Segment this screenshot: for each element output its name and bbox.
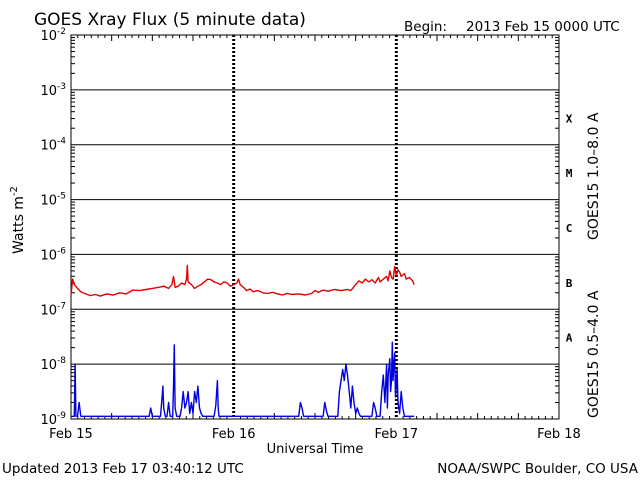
flare-class-labels: A B C M X [566, 112, 573, 344]
flare-class-label: B [566, 277, 573, 290]
long-channel-label: GOES15 1.0–8.0 A [586, 112, 602, 240]
y-tick-label: 10-6 [40, 246, 66, 263]
flare-class-label: X [566, 112, 573, 125]
y-axis-label: Watts m-2 [9, 186, 27, 254]
begin-label: Begin: [404, 19, 447, 35]
y-tick-labels: 10-9 10-8 10-7 10-6 10-5 10-4 10-3 10-2 [40, 27, 66, 428]
series-line-0 [70, 264, 415, 297]
x-tick-label: Feb 18 [537, 427, 581, 442]
y-tick-label: 10-5 [40, 192, 66, 209]
flare-class-label: C [566, 222, 573, 235]
x-tick-label: Feb 17 [374, 427, 418, 442]
svg-text:Watts m-2: Watts m-2 [9, 186, 27, 254]
plot-frame [70, 34, 560, 420]
chart-title: GOES Xray Flux (5 minute data) [34, 10, 306, 30]
grid [71, 35, 559, 419]
x-tick-label: Feb 16 [212, 427, 256, 442]
x-tick-label: Feb 15 [49, 427, 93, 442]
x-axis-label: Universal Time [267, 442, 364, 457]
y-tick-label: 10-3 [40, 82, 66, 99]
begin-value: 2013 Feb 15 0000 UTC [466, 19, 620, 35]
svg-text:GOES15 1.0–8.0 A: GOES15 1.0–8.0 A [586, 112, 602, 240]
y-tick-label: 10-7 [40, 301, 66, 318]
x-tick-labels: Feb 15 Feb 16 Feb 17 Feb 18 [49, 427, 581, 442]
short-channel-label: GOES15 0.5–4.0 A [586, 290, 602, 418]
y-tick-label: 10-4 [40, 137, 66, 154]
credit-text: NOAA/SWPC Boulder, CO USA [437, 461, 639, 477]
series [70, 264, 415, 417]
svg-text:GOES15 0.5–4.0 A: GOES15 0.5–4.0 A [586, 290, 602, 418]
updated-timestamp: Updated 2013 Feb 17 03:40:12 UTC [2, 461, 244, 477]
y-tick-label: 10-2 [40, 27, 66, 44]
flare-class-label: A [566, 332, 573, 345]
series-line-1 [71, 341, 415, 417]
y-tick-label: 10-9 [40, 411, 66, 428]
flare-class-label: M [566, 167, 573, 180]
y-tick-label: 10-8 [40, 356, 66, 373]
